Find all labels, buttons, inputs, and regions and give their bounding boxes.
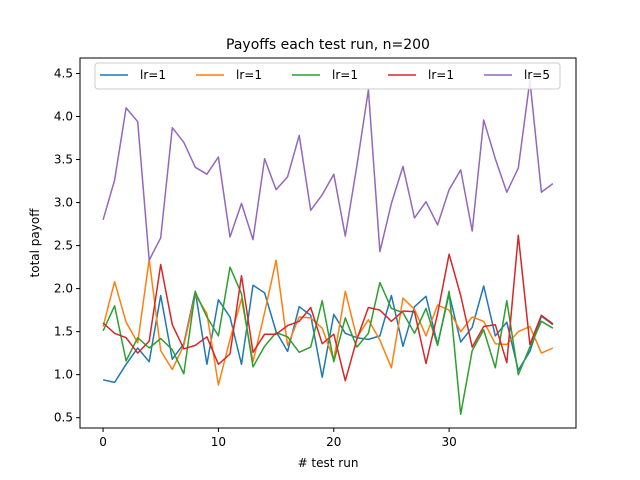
legend-label-2: lr=1 bbox=[236, 68, 262, 82]
y-tick-label: 4.0 bbox=[54, 110, 73, 124]
x-tick-label: 0 bbox=[99, 435, 107, 449]
legend-label-5: lr=5 bbox=[524, 68, 550, 82]
x-tick-label: 10 bbox=[211, 435, 226, 449]
series-line-2 bbox=[102, 258, 554, 386]
legend: lr=1 lr=1 lr=1 lr=1 lr=5 bbox=[94, 62, 561, 90]
y-tick-label: 3.5 bbox=[54, 153, 73, 167]
legend-label-4: lr=1 bbox=[428, 68, 454, 82]
y-tick-label: 0.5 bbox=[54, 411, 73, 425]
x-axis-label: # test run bbox=[298, 456, 359, 470]
x-tick-label: 30 bbox=[441, 435, 456, 449]
legend-label-3: lr=1 bbox=[332, 68, 358, 82]
series-layer bbox=[102, 79, 554, 415]
x-tick-label: 20 bbox=[326, 435, 341, 449]
y-axis-label: total payoff bbox=[28, 208, 42, 278]
y-tick-label: 2.0 bbox=[54, 282, 73, 296]
y-tick-label: 2.5 bbox=[54, 239, 73, 253]
series-line-5 bbox=[102, 79, 554, 261]
y-tick-label: 1.0 bbox=[54, 368, 73, 382]
ticks-layer: 0 10 20 30 0.5 1.0 1.5 2.0 2.5 3.0 3.5 4.0 4.5 bbox=[54, 66, 457, 449]
legend-label-1: lr=1 bbox=[140, 68, 166, 82]
y-tick-label: 3.0 bbox=[54, 196, 73, 210]
plot-frame bbox=[79, 57, 577, 429]
legend-box bbox=[94, 62, 561, 90]
series-line-4 bbox=[102, 234, 554, 382]
y-tick-label: 1.5 bbox=[54, 325, 73, 339]
chart-title: Payoffs each test run, n=200 bbox=[226, 37, 430, 53]
series-line-3 bbox=[102, 266, 554, 415]
y-tick-label: 4.5 bbox=[54, 66, 73, 80]
